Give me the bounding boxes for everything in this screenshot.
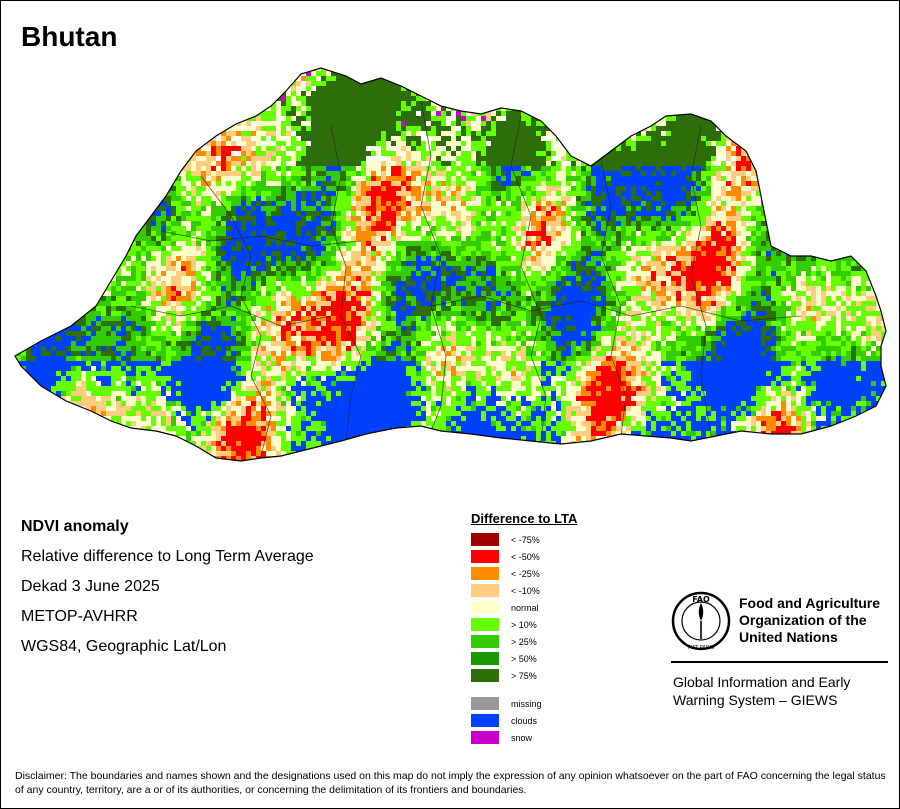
bhutan-ndvi-map-svg — [14, 67, 887, 462]
legend-spacer — [471, 684, 651, 695]
legend-item: < -50% — [471, 548, 651, 565]
legend-swatch — [471, 618, 499, 631]
district-boundary-line — [130, 305, 332, 327]
district-boundaries — [130, 100, 802, 457]
legend-item: > 10% — [471, 616, 651, 633]
legend-item: < -75% — [471, 531, 651, 548]
legend-item: > 75% — [471, 667, 651, 684]
fao-divider — [671, 661, 888, 663]
legend-label: > 75% — [511, 670, 537, 681]
giews-name: Global Information and Early Warning Sys… — [673, 673, 893, 709]
legend-items: < -75% < -50% < -25% < -10% normal > 10% > 25%… — [471, 531, 651, 746]
legend-swatch — [471, 533, 499, 546]
district-boundary-line — [330, 125, 362, 442]
legend-item: > 25% — [471, 633, 651, 650]
legend-swatch — [471, 697, 499, 710]
legend-item: snow — [471, 729, 651, 746]
product-projection: WGS84, Geographic Lat/Lon — [21, 638, 227, 655]
legend-label: > 25% — [511, 636, 537, 647]
district-boundary-line — [600, 160, 627, 437]
fao-name-line-2: Organization of the — [739, 612, 867, 628]
legend-swatch — [471, 652, 499, 665]
legend-label: < -75% — [511, 534, 540, 545]
legend-label: < -25% — [511, 568, 540, 579]
map-title: Bhutan — [21, 21, 118, 52]
district-boundary-line — [160, 230, 362, 247]
giews-line-1: Global Information and Early — [673, 674, 851, 690]
map-info-block: NDVI anomaly Relative difference to Long… — [21, 516, 314, 666]
fao-name-line-3: United Nations — [739, 629, 838, 645]
legend-label: clouds — [511, 715, 538, 726]
legend-swatch — [471, 731, 499, 744]
legend-swatch — [471, 584, 499, 597]
map-legend: Difference to LTA < -75% < -50% < -25% < -1… — [471, 511, 651, 746]
legend-swatch — [471, 714, 499, 727]
fao-logo-letter-a: FAO — [692, 595, 710, 604]
district-boundary-line — [420, 100, 447, 432]
country-boundary — [14, 67, 887, 462]
legend-item: normal — [471, 599, 651, 616]
ndvi-pixel-layer — [15, 68, 886, 461]
giews-line-2: Warning System – GIEWS — [673, 692, 838, 708]
fao-logo-motto: FIAT PANIS — [688, 645, 715, 651]
legend-label: snow — [511, 732, 533, 743]
legend-label: > 10% — [511, 619, 537, 630]
legend-label: normal — [511, 602, 539, 613]
legend-label: < -10% — [511, 585, 540, 596]
district-boundary-line — [690, 125, 712, 437]
district-boundary-line — [510, 115, 547, 442]
product-sensor: METOP-AVHRR — [21, 608, 138, 625]
ndvi-anomaly-map — [1, 56, 900, 476]
legend-item: missing — [471, 695, 651, 712]
legend-label: missing — [511, 698, 542, 709]
legend-swatch — [471, 550, 499, 563]
legend-item: clouds — [471, 712, 651, 729]
district-boundary-line — [200, 175, 272, 457]
legend-label: > 50% — [511, 653, 537, 664]
district-boundary-line — [430, 295, 802, 322]
legend-item: < -10% — [471, 582, 651, 599]
product-title: NDVI anomaly — [21, 518, 129, 535]
legend-item: > 50% — [471, 650, 651, 667]
fao-name-line-1: Food and Agriculture — [739, 595, 881, 611]
legend-item: < -25% — [471, 565, 651, 582]
legend-swatch — [471, 635, 499, 648]
product-description: Relative difference to Long Term Average — [21, 548, 314, 565]
product-date: Dekad 3 June 2025 — [21, 578, 160, 595]
legend-swatch — [471, 669, 499, 682]
fao-logo: FAO FIAT PANIS — [671, 591, 731, 651]
fao-organization-name: Food and Agriculture Organization of the… — [739, 595, 899, 646]
legend-title: Difference to LTA — [471, 511, 578, 526]
legend-swatch — [471, 601, 499, 614]
legend-label: < -50% — [511, 551, 540, 562]
disclaimer-text: Disclaimer: The boundaries and names sho… — [15, 770, 886, 796]
legend-swatch — [471, 567, 499, 580]
